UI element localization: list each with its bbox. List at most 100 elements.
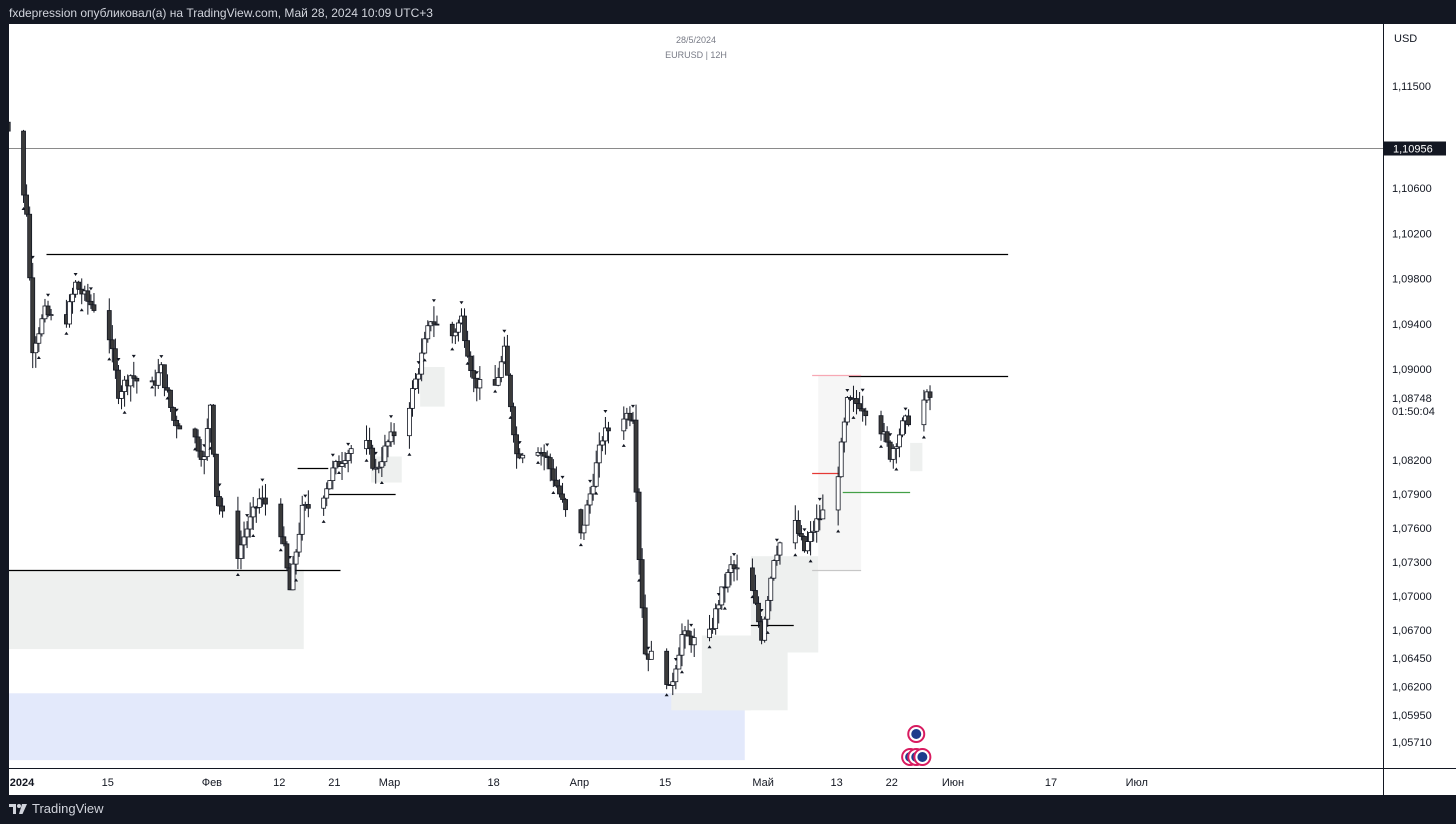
- fractal-marker: [36, 355, 41, 359]
- candle-body: [511, 406, 516, 436]
- candle-body: [844, 397, 850, 423]
- currency-label[interactable]: USD: [1394, 33, 1417, 45]
- fractal-marker: [860, 388, 865, 392]
- candle-body: [498, 361, 504, 378]
- candle-body: [857, 403, 862, 410]
- candle-body: [155, 372, 161, 386]
- price-tick-label: 1,11500: [1392, 81, 1431, 93]
- candle-body: [771, 560, 777, 579]
- fractal-marker: [493, 389, 498, 393]
- time-tick-label: 13: [831, 777, 843, 789]
- candle-body: [263, 497, 268, 505]
- fractal-marker: [131, 354, 136, 358]
- fractal-marker: [122, 410, 127, 414]
- price-tick-label: 1,05950: [1392, 710, 1432, 722]
- fractal-marker: [845, 389, 850, 393]
- price-chart[interactable]: 28/5/2024 EURUSD | 12H USD 1,11500 1,1060…: [9, 24, 1456, 795]
- candles-layer: [9, 121, 933, 697]
- candle-body: [731, 564, 737, 569]
- current-price: 1,08748: [1392, 393, 1432, 405]
- news-layer[interactable]: [901, 725, 932, 766]
- candle-body: [410, 388, 415, 409]
- candle-body: [621, 418, 627, 432]
- candle-body: [321, 497, 327, 509]
- candle-body: [452, 331, 458, 337]
- fractal-marker: [389, 415, 394, 419]
- fractal-marker: [64, 331, 69, 335]
- time-tick-label: 15: [659, 777, 671, 789]
- candle-body: [670, 681, 676, 686]
- candle-body: [884, 431, 890, 443]
- price-tick-label: 1,07900: [1392, 489, 1432, 501]
- candle-body: [673, 668, 679, 683]
- fractal-marker: [346, 442, 351, 446]
- time-axis[interactable]: [9, 769, 1383, 795]
- fractal-marker: [287, 555, 292, 559]
- fractal-marker: [879, 444, 884, 448]
- price-tick-label: 1,07300: [1392, 557, 1432, 569]
- candle-body: [838, 441, 844, 478]
- fractal-marker: [732, 553, 737, 557]
- price-tick-label: 1,07000: [1392, 591, 1432, 603]
- candle-body: [814, 518, 820, 532]
- candle-body: [327, 480, 333, 490]
- fractal-marker: [545, 443, 550, 447]
- candle-body: [168, 389, 173, 408]
- candle-body: [416, 373, 421, 380]
- candle-body: [664, 650, 670, 685]
- fractal-marker: [802, 528, 807, 532]
- fractal-marker: [817, 497, 822, 501]
- fractal-marker: [450, 347, 455, 351]
- time-tick-label: 22: [886, 777, 898, 789]
- candle-body: [30, 277, 36, 354]
- candle-body: [48, 314, 54, 316]
- price-tick-label: 1,10200: [1392, 228, 1432, 240]
- fractal-marker: [903, 407, 908, 411]
- candle-body: [734, 567, 740, 570]
- candle-body: [627, 412, 633, 421]
- fractal-marker: [373, 451, 378, 455]
- candle-body: [36, 333, 42, 344]
- fractal-marker: [536, 460, 541, 464]
- candle-body: [116, 369, 121, 399]
- candle-body: [27, 213, 33, 279]
- chart-title: 28/5/2024: [676, 35, 716, 45]
- candle-body: [106, 310, 112, 341]
- fractal-marker: [578, 543, 583, 547]
- price-tick-label: 1,09400: [1392, 319, 1432, 331]
- candle-body: [642, 607, 648, 655]
- fractal-marker: [621, 443, 626, 447]
- candle-body: [171, 407, 176, 421]
- candle-body: [520, 454, 526, 459]
- candle-body: [541, 452, 547, 457]
- candle-body: [241, 536, 247, 546]
- fractal-marker: [379, 481, 384, 485]
- zone: [9, 693, 745, 761]
- candle-body: [581, 524, 587, 534]
- candle-body: [603, 427, 608, 442]
- candle-body: [710, 628, 715, 630]
- price-tick-label: 1,09000: [1392, 364, 1432, 376]
- candle-body: [544, 455, 550, 458]
- fractal-marker: [321, 519, 326, 523]
- candle-body: [217, 496, 222, 507]
- fractal-marker: [217, 483, 222, 487]
- candle-body: [557, 485, 562, 495]
- candle-body: [685, 630, 691, 637]
- price-tick-label: 1,07600: [1392, 523, 1432, 535]
- price-tick-label: 1,05710: [1392, 737, 1432, 749]
- candle-body: [70, 293, 75, 303]
- fractal-marker: [808, 559, 813, 563]
- fractal-marker: [722, 606, 727, 610]
- candle-body: [342, 460, 348, 464]
- publish-header: fxdepression опубликовал(а) на TradingVi…: [0, 0, 1456, 26]
- candle-body: [385, 441, 391, 447]
- candle-body: [174, 419, 180, 427]
- candle-countdown: 01:50:04: [1392, 406, 1435, 418]
- time-tick-label: 21: [328, 777, 340, 789]
- tradingview-logo[interactable]: TradingView: [9, 801, 104, 816]
- candle-body: [293, 551, 299, 565]
- candle-body: [214, 453, 219, 497]
- candle-body: [587, 493, 593, 506]
- footer-bar: [0, 796, 1456, 824]
